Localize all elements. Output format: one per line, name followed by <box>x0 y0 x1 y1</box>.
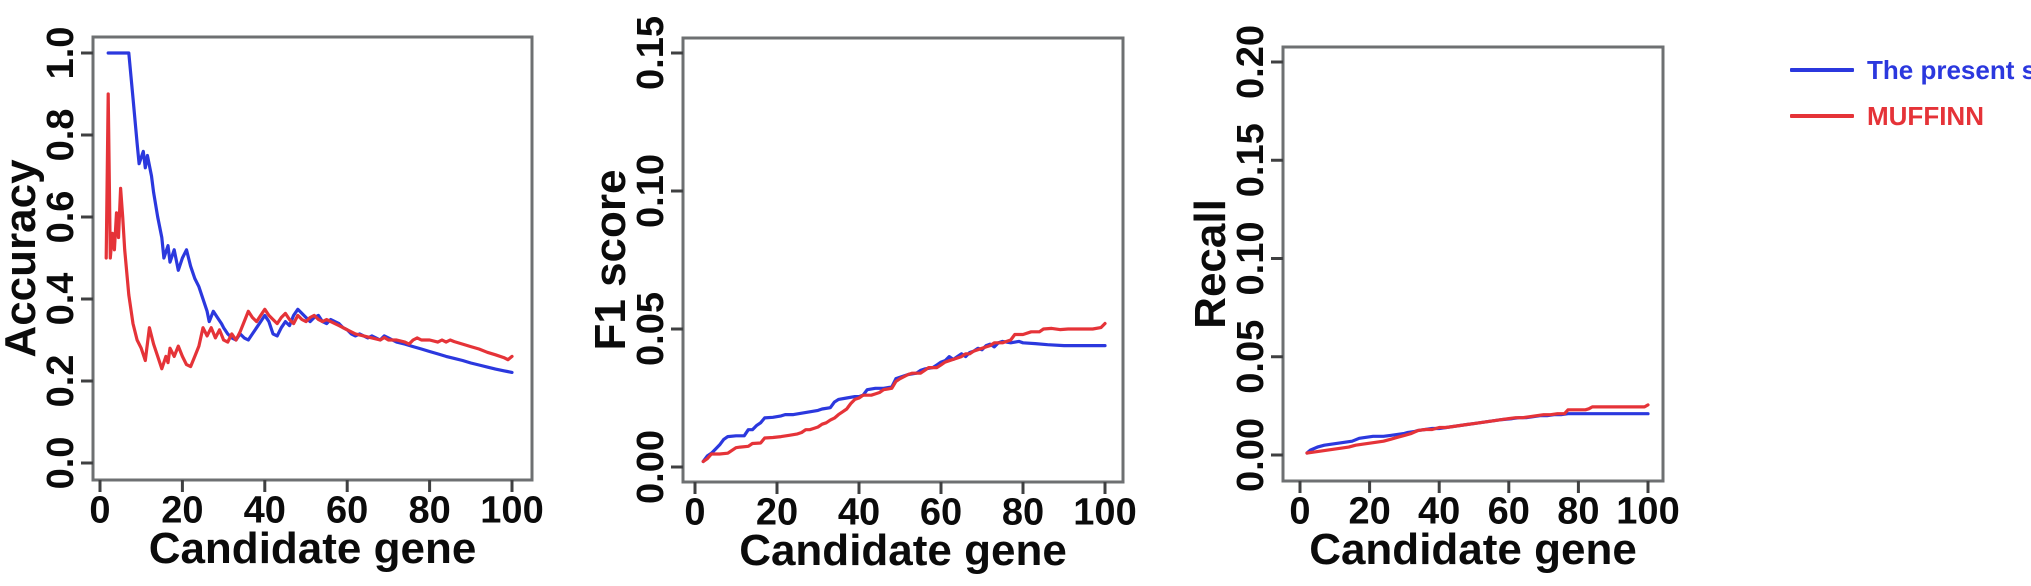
x-tick-label: 0 <box>1289 490 1310 532</box>
y-axis-title: Accuracy <box>0 159 45 358</box>
y-tick-label: 0.0 <box>40 437 82 490</box>
recall-chart: 0 20 40 60 80 100 0.00 0.05 0.10 0.15 0.20 Candidat… <box>1186 25 1680 574</box>
y-tick-label: 0.4 <box>40 273 82 326</box>
chart-legend: The present study MUFFINN <box>1790 54 2031 131</box>
legend-item-muffinn: MUFFINN <box>1790 100 2031 131</box>
x-tick-label: 100 <box>480 489 543 531</box>
y-tick-label: 0.10 <box>1230 222 1272 296</box>
y-tick-label: 0.00 <box>1230 418 1272 492</box>
x-axis-title: Candidate gene <box>1309 525 1637 574</box>
f1-score-line-muffinn <box>701 321 1107 464</box>
legend-label-muffinn: MUFFINN <box>1867 100 1984 131</box>
x-tick-label: 80 <box>408 489 450 531</box>
plot-box <box>91 35 534 482</box>
y-tick-label: 1.0 <box>40 27 82 80</box>
y-tick-label: 0.2 <box>40 355 82 408</box>
x-tick-label: 0 <box>684 491 705 533</box>
y-tick-label: 0.05 <box>630 292 672 366</box>
x-axis-title: Candidate gene <box>149 524 477 573</box>
plot-box <box>681 36 1125 484</box>
x-tick-label: 80 <box>1557 490 1599 532</box>
y-tick-label: 0.8 <box>40 109 82 162</box>
plot-box <box>1281 45 1665 483</box>
y-tick-label: 0.20 <box>1230 25 1272 99</box>
y-tick-label: 0.6 <box>40 191 82 244</box>
x-tick-label: 20 <box>1348 490 1390 532</box>
y-tick-label: 0.00 <box>630 430 672 504</box>
x-tick-label: 60 <box>326 489 368 531</box>
x-tick-label: 40 <box>838 491 880 533</box>
x-tick-label: 60 <box>1488 490 1530 532</box>
y-tick-label: 0.05 <box>1230 320 1272 394</box>
y-tick-label: 0.10 <box>630 154 672 228</box>
legend-line-blue <box>1790 68 1854 72</box>
x-tick-label: 60 <box>920 491 962 533</box>
x-tick-label: 80 <box>1002 491 1044 533</box>
x-tick-label: 100 <box>1616 490 1679 532</box>
y-tick-label: 0.15 <box>630 16 672 90</box>
accuracy-line-the-present-study <box>106 51 514 374</box>
y-tick-label: 0.15 <box>1230 123 1272 197</box>
x-tick-label: 0 <box>89 489 110 531</box>
x-tick-label: 20 <box>161 489 203 531</box>
legend-line-red <box>1790 114 1854 118</box>
x-axis-title: Candidate gene <box>739 526 1067 575</box>
f1-score-line-the-present-study <box>701 339 1107 464</box>
recall-line-muffinn <box>1305 403 1650 455</box>
accuracy-chart: 0 20 40 60 80 100 0.0 0.2 0.4 0.6 0.8 1.0 Candidate … <box>0 27 544 574</box>
x-tick-label: 20 <box>756 491 798 533</box>
x-tick-label: 100 <box>1073 491 1136 533</box>
f1-score-chart: 0 20 40 60 80 100 0.00 0.05 0.10 0.15 Candidate ge… <box>586 16 1137 575</box>
accuracy-line-muffinn <box>104 92 514 371</box>
x-tick-label: 40 <box>1418 490 1460 532</box>
y-axis-title: F1 score <box>586 170 635 351</box>
recall-line-the-present-study <box>1305 412 1650 455</box>
legend-item-present-study: The present study <box>1790 54 2031 85</box>
y-axis-title: Recall <box>1186 199 1235 329</box>
x-tick-label: 40 <box>244 489 286 531</box>
legend-label-present-study: The present study <box>1867 54 2031 85</box>
